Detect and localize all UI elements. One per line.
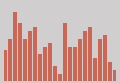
Bar [18, 23, 22, 81]
Bar [83, 31, 87, 81]
Bar [48, 43, 52, 81]
Bar [103, 35, 107, 81]
Bar [78, 39, 82, 81]
Bar [33, 27, 37, 81]
Bar [43, 47, 47, 81]
Bar [108, 62, 111, 81]
Bar [113, 70, 117, 81]
Bar [68, 47, 72, 81]
Bar [73, 47, 77, 81]
Bar [23, 39, 27, 81]
Bar [13, 12, 17, 81]
Bar [88, 27, 92, 81]
Bar [9, 39, 12, 81]
Bar [63, 23, 67, 81]
Bar [98, 39, 102, 81]
Bar [3, 50, 7, 81]
Bar [53, 66, 57, 81]
Bar [38, 54, 42, 81]
Bar [93, 58, 97, 81]
Bar [28, 31, 32, 81]
Bar [58, 74, 62, 81]
